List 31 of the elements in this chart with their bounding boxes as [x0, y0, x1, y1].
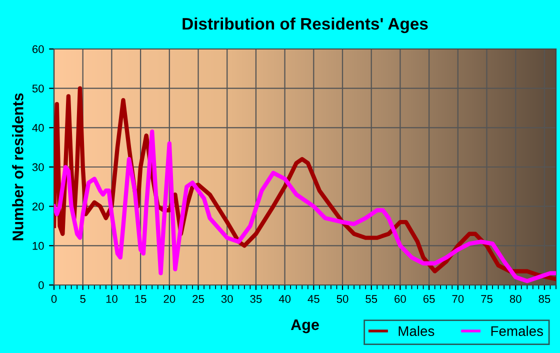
x-tick-label: 0: [51, 295, 57, 303]
x-tick-label: 50: [336, 295, 348, 303]
x-tick-label: 60: [394, 295, 406, 303]
x-tick-label: 15: [135, 295, 146, 303]
x-tick-label: 5: [80, 295, 86, 303]
x-tick-label: 85: [538, 295, 550, 303]
y-tick-label: 50: [32, 84, 44, 92]
y-tick-label: 30: [32, 163, 44, 172]
y-tick-label: 20: [32, 202, 44, 210]
x-tick-label: 20: [164, 295, 176, 303]
x-tick-label: 10: [106, 295, 118, 303]
x-axis-title: Age: [290, 319, 319, 334]
x-tick-label: 75: [481, 295, 492, 303]
x-tick-label: 65: [423, 295, 435, 303]
y-tick-label: 40: [32, 124, 44, 132]
x-tick-label: 35: [250, 295, 262, 303]
legend-label: Females: [491, 326, 543, 336]
y-tick-label: 10: [32, 242, 44, 250]
line-series: [54, 130, 556, 284]
y-tick-label: 60: [32, 45, 44, 54]
x-tick-label: 70: [452, 295, 464, 303]
chart-title: Distribution of Residents' Ages: [182, 17, 428, 34]
x-tick-label: 25: [192, 295, 204, 303]
x-tick-label: 55: [366, 295, 378, 303]
y-tick-label: 0: [38, 281, 44, 290]
x-tick-label: 45: [308, 295, 320, 303]
x-tick-label: 40: [278, 295, 291, 303]
x-tick-label: 30: [221, 295, 233, 303]
x-tick-label: 80: [510, 295, 522, 303]
legend-label: Males: [398, 326, 434, 336]
y-axis-title: Number of residents: [12, 93, 24, 240]
